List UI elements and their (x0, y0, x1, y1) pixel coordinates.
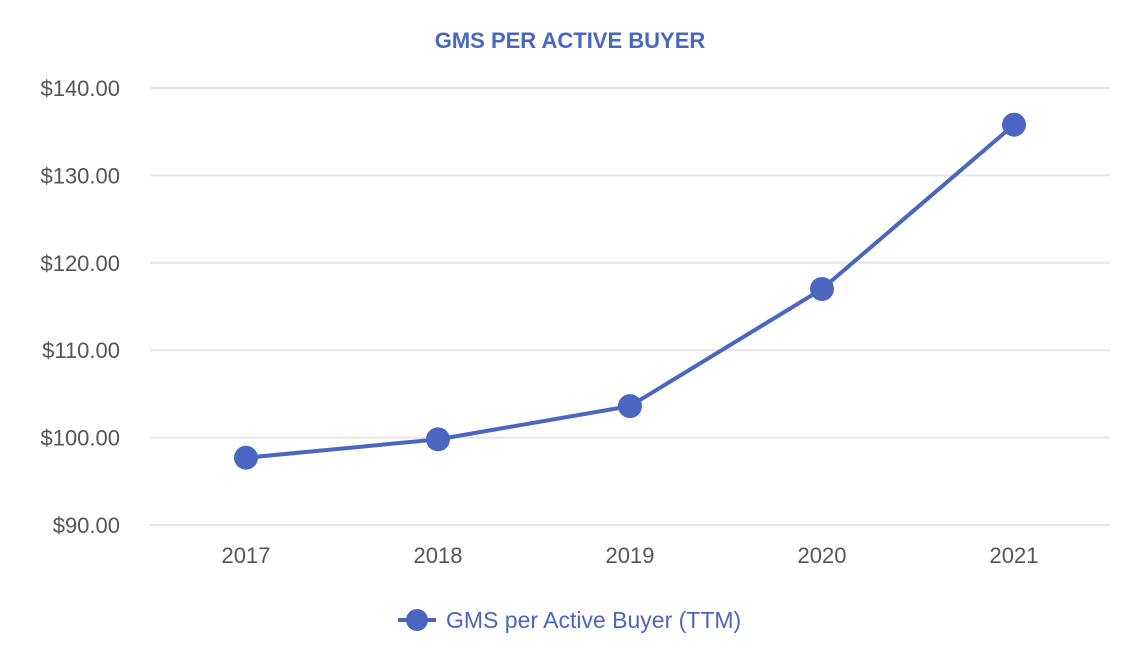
data-point[interactable] (426, 427, 450, 452)
y-tick-label: $120.00 (40, 251, 120, 276)
data-point[interactable] (234, 445, 258, 470)
y-tick-label: $90.00 (53, 513, 120, 538)
gridlines (150, 87, 1110, 526)
y-tick-label: $130.00 (40, 163, 120, 188)
y-tick-label: $140.00 (40, 76, 120, 101)
x-tick-label: 2017 (222, 543, 271, 568)
y-tick-label: $100.00 (40, 426, 120, 451)
data-point[interactable] (810, 277, 834, 302)
x-tick-label: 2018 (414, 543, 463, 568)
y-axis-tick-labels: $90.00 $100.00 $110.00 $120.00 $130.00 $140.0… (40, 76, 120, 538)
legend-label: GMS per Active Buyer (TTM) (446, 607, 741, 633)
y-tick-label: $110.00 (42, 338, 120, 363)
chart-title: GMS PER ACTIVE BUYER (435, 28, 706, 53)
series-layer (234, 112, 1026, 470)
legend[interactable]: GMS per Active Buyer (TTM) (398, 607, 741, 633)
data-point[interactable] (618, 394, 642, 419)
x-tick-label: 2021 (990, 543, 1039, 568)
x-axis-tick-labels: 2017 2018 2019 2020 2021 (222, 543, 1039, 568)
x-tick-label: 2020 (798, 543, 847, 568)
legend-dot-marker (406, 609, 428, 631)
x-tick-label: 2019 (606, 543, 655, 568)
data-point[interactable] (1002, 112, 1026, 137)
